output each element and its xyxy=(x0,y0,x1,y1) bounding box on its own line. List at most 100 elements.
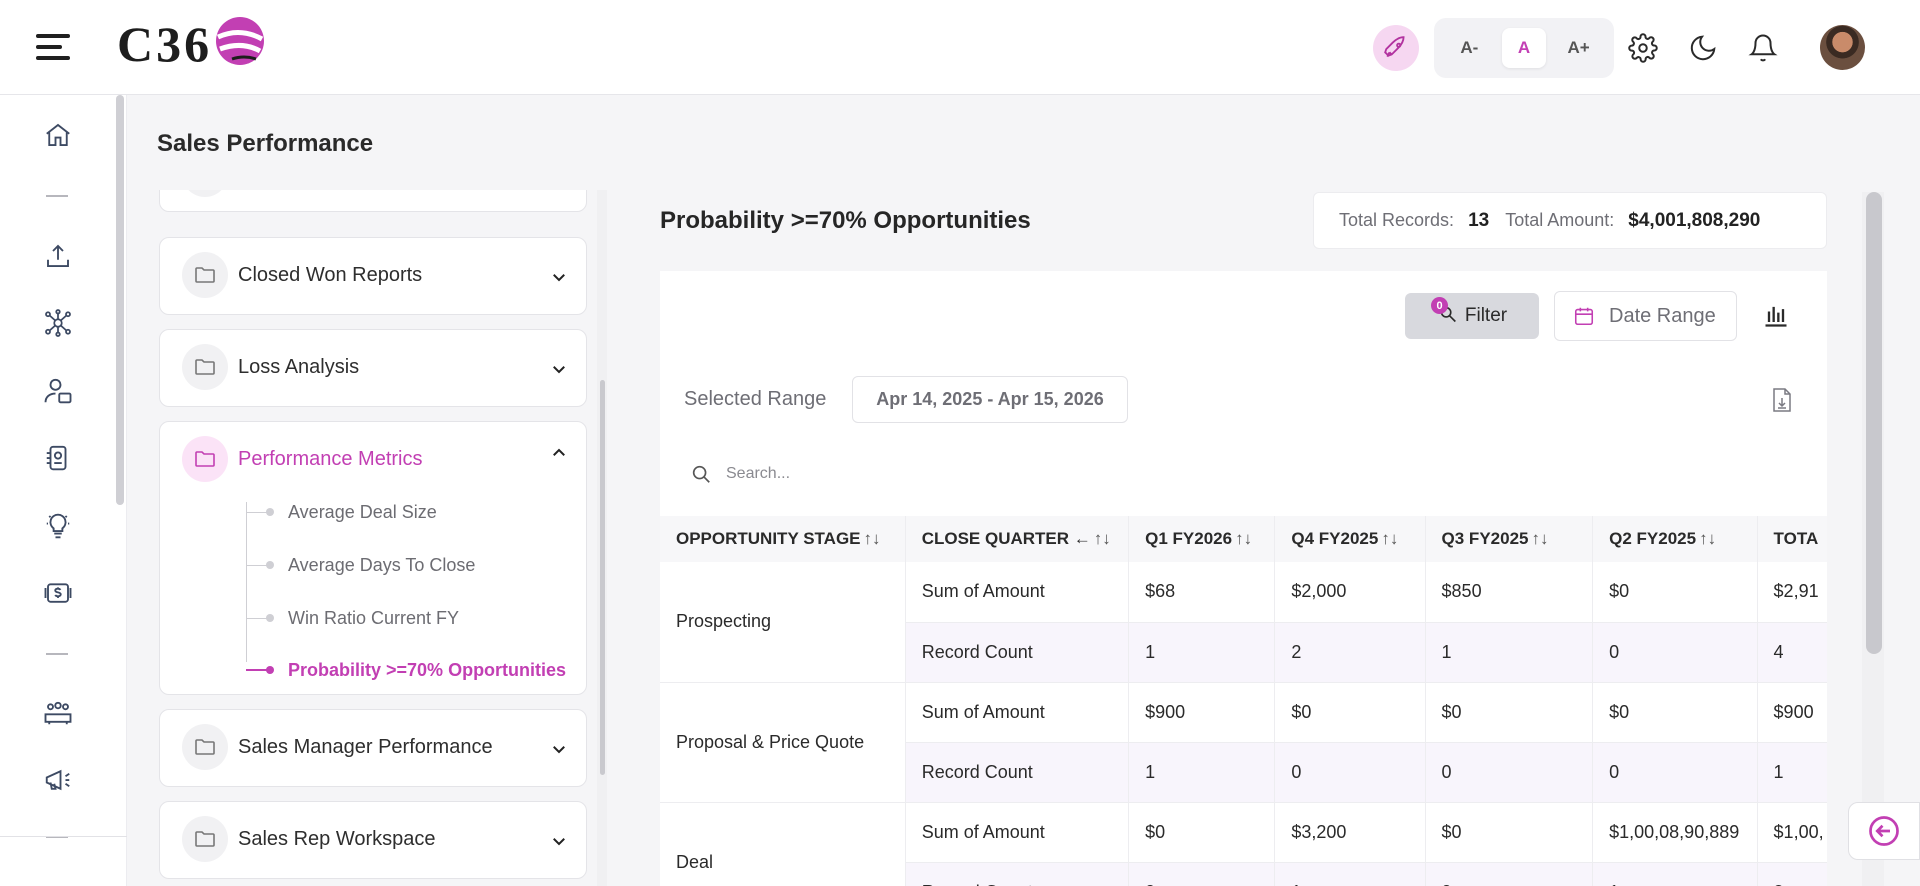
rail-divider xyxy=(46,836,68,838)
column-header[interactable]: TOTA xyxy=(1757,516,1827,562)
chevron-down-icon[interactable] xyxy=(550,268,568,286)
avatar[interactable] xyxy=(1820,25,1865,70)
value-cell: $68 xyxy=(1128,562,1276,623)
search-input[interactable] xyxy=(726,465,1026,483)
money-icon[interactable] xyxy=(40,575,76,611)
folder-icon xyxy=(182,816,228,862)
collapse-panel-button[interactable] xyxy=(1848,802,1920,860)
chart-icon[interactable] xyxy=(1758,297,1794,333)
value-cell: $0 xyxy=(1592,682,1758,743)
filter-count-badge: 0 xyxy=(1431,297,1448,314)
column-header[interactable]: Q3 FY2025 ↑↓ xyxy=(1425,516,1594,562)
total-records-label: Total Records: xyxy=(1339,210,1455,230)
tree-connector xyxy=(246,502,247,662)
sort-icon[interactable]: ↑↓ xyxy=(1235,529,1253,548)
table-row: Prospecting Sum of Amount $68 $2,000 $85… xyxy=(660,562,1827,683)
user-card-icon[interactable] xyxy=(40,373,76,409)
gear-icon[interactable] xyxy=(1625,30,1661,66)
report-item-average-days-to-close[interactable]: Average Days To Close xyxy=(246,553,475,577)
page-title: Sales Performance xyxy=(157,130,374,157)
value-cell: $0 xyxy=(1592,562,1758,623)
panel-scrollbar[interactable] xyxy=(600,380,605,775)
value-cell: 0 xyxy=(1592,742,1758,803)
top-bar: C36 A- A A+ xyxy=(0,0,1920,95)
sort-icon[interactable]: ↑↓ xyxy=(1699,529,1717,548)
value-cell: 0 xyxy=(1592,622,1758,683)
megaphone-icon[interactable] xyxy=(40,762,76,798)
value-cell: 1 xyxy=(1592,862,1758,886)
rail-divider xyxy=(46,653,68,655)
metric-cell: Sum of Amount xyxy=(905,802,1130,863)
report-item-average-deal-size[interactable]: Average Deal Size xyxy=(246,500,437,524)
sort-icon[interactable]: ↑↓ xyxy=(1531,529,1549,548)
chevron-down-icon[interactable] xyxy=(550,360,568,378)
group-label: Performance Metrics xyxy=(238,447,423,470)
value-cell: 1 xyxy=(1128,742,1276,803)
table-row: Record Count 1 2 1 0 4 xyxy=(660,622,1827,683)
group-icon[interactable] xyxy=(40,695,76,731)
filter-label: Filter xyxy=(1464,305,1508,326)
icon-rail xyxy=(0,95,127,886)
bell-icon[interactable] xyxy=(1745,30,1781,66)
value-cell: $0 xyxy=(1425,802,1594,863)
value-cell: 1 xyxy=(1274,862,1426,886)
value-cell: 1 xyxy=(1425,622,1594,683)
value-cell: $0 xyxy=(1274,682,1426,743)
chevron-down-icon[interactable] xyxy=(550,832,568,850)
table-row: Deal Sum of Amount $0 $3,200 $0 $1,00,08… xyxy=(660,802,1827,886)
chevron-up-icon[interactable] xyxy=(550,444,568,462)
column-header[interactable]: Q2 FY2025 ↑↓ xyxy=(1592,516,1758,562)
rail-scrollbar[interactable] xyxy=(116,95,124,505)
report-group-sales-manager[interactable]: Sales Manager Performance xyxy=(159,709,587,787)
report-item-probability-70[interactable]: Probability >=70% Opportunities xyxy=(246,658,566,682)
value-cell: $3,200 xyxy=(1274,802,1426,863)
value-cell: $2,91 xyxy=(1757,562,1827,623)
network-icon[interactable] xyxy=(40,305,76,341)
content-scrollbar[interactable] xyxy=(1866,192,1882,654)
value-cell: $0 xyxy=(1425,682,1594,743)
folder-icon xyxy=(182,252,228,298)
upload-icon[interactable] xyxy=(40,238,76,274)
value-cell: $0 xyxy=(1128,802,1276,863)
sort-icon[interactable]: ↑↓ xyxy=(863,529,881,548)
download-file-icon[interactable] xyxy=(1770,387,1794,413)
sort-icon[interactable]: ↑↓ xyxy=(1381,529,1399,548)
font-default-button[interactable]: A xyxy=(1501,28,1546,68)
report-groups-panel: Closed Won Reports Loss Analysis Perform… xyxy=(157,190,599,886)
report-item-win-ratio[interactable]: Win Ratio Current FY xyxy=(246,606,459,630)
menu-icon[interactable] xyxy=(36,32,70,62)
logo: C36 xyxy=(117,14,266,74)
font-increase-button[interactable]: A+ xyxy=(1567,38,1590,57)
font-decrease-button[interactable]: A- xyxy=(1460,38,1479,57)
report-card: 0 Filter Date Range Selected Range Apr 1… xyxy=(660,271,1827,886)
value-cell: 2 xyxy=(1757,862,1827,886)
selected-range-label: Selected Range xyxy=(684,388,827,410)
report-group-performance-metrics[interactable]: Performance Metrics Average Deal Size Av… xyxy=(159,421,587,695)
column-header[interactable]: OPPORTUNITY STAGE ↑↓ xyxy=(660,516,906,562)
column-header[interactable]: Q4 FY2025 ↑↓ xyxy=(1274,516,1426,562)
column-header[interactable]: Q1 FY2026 ↑↓ xyxy=(1128,516,1276,562)
column-header[interactable]: CLOSE QUARTER ← ↑↓ xyxy=(905,516,1130,562)
home-icon[interactable] xyxy=(40,117,76,153)
report-group-partial[interactable] xyxy=(159,190,587,212)
chevron-down-icon[interactable] xyxy=(550,740,568,758)
moon-icon[interactable] xyxy=(1685,30,1721,66)
filter-button[interactable]: 0 Filter xyxy=(1405,293,1539,339)
folder-icon xyxy=(182,190,228,197)
value-cell: 0 xyxy=(1274,742,1426,803)
sort-icon[interactable]: ↑↓ xyxy=(1093,529,1111,548)
report-group-closed-won[interactable]: Closed Won Reports xyxy=(159,237,587,315)
value-cell: $900 xyxy=(1757,682,1827,743)
date-range-button[interactable]: Date Range xyxy=(1554,291,1737,341)
folder-icon xyxy=(182,436,228,482)
id-badge-icon[interactable] xyxy=(40,440,76,476)
table-row: Record Count 0 1 0 1 2 xyxy=(660,862,1827,886)
value-cell: 1 xyxy=(1128,622,1276,683)
metric-cell: Record Count xyxy=(905,622,1130,683)
lightbulb-icon[interactable] xyxy=(40,508,76,544)
value-cell: 0 xyxy=(1425,742,1594,803)
folder-icon xyxy=(182,344,228,390)
report-group-loss-analysis[interactable]: Loss Analysis xyxy=(159,329,587,407)
rocket-icon[interactable] xyxy=(1373,25,1419,71)
report-group-sales-rep[interactable]: Sales Rep Workspace xyxy=(159,801,587,879)
